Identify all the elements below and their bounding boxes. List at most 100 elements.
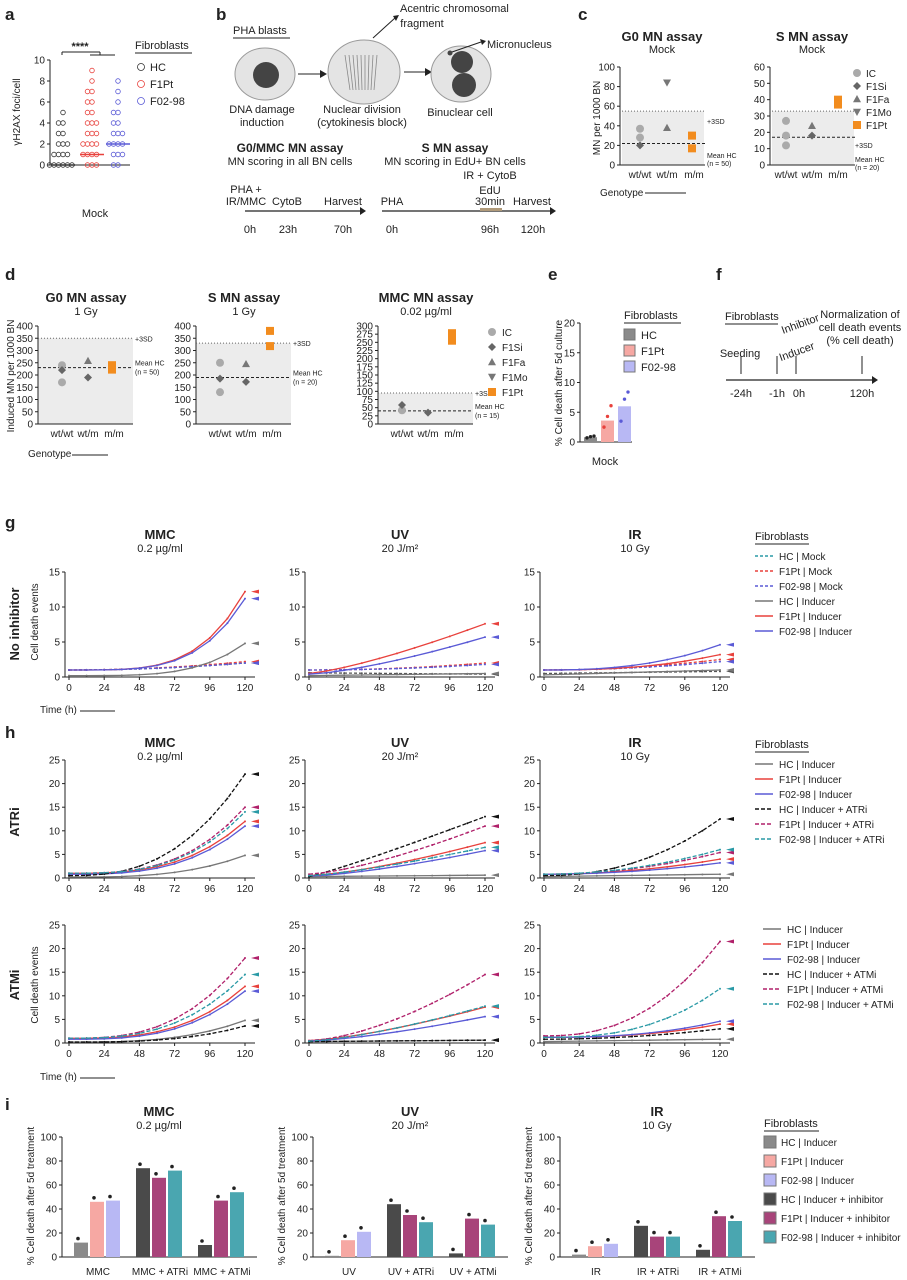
nucleus-icon [451,51,473,73]
data-point [103,1036,106,1039]
end-arrow-icon [251,989,259,994]
data-point [648,874,651,877]
y-tick-label: 40 [46,1205,58,1216]
data-point [68,874,70,877]
data-point [595,871,598,874]
data-point-F1Pt [93,120,100,126]
data-point [244,1019,246,1022]
data-point [138,667,141,670]
data-point [719,670,721,673]
data-point [701,860,704,863]
data-point [308,874,310,877]
end-arrow-icon [251,589,259,594]
sd-label: +3SD [707,119,725,126]
data-point [244,1025,246,1028]
data-point [701,855,704,858]
data-point [613,871,616,874]
data-point [378,657,381,660]
series-line [543,851,721,875]
chart-subtitle: 1 Gy [232,306,256,318]
reference-range [378,392,473,424]
data-point [595,1039,598,1042]
data-point [631,1039,633,1042]
legend-label: F1Pt | Inducer [781,1157,844,1168]
data-point [173,862,176,865]
data-point [663,123,671,131]
data-point [191,849,194,852]
data-point [156,667,158,670]
data-point [138,1040,141,1043]
x-axis-label: Mock [592,456,619,468]
data-point [208,838,211,841]
data-point [595,1034,598,1037]
data-point [578,1032,581,1035]
data-point [688,131,696,140]
data-point [396,874,398,877]
arrow-head-icon [360,207,366,215]
data-point [92,1196,96,1200]
data-point [396,863,398,866]
end-arrow-icon [491,873,499,878]
data-point [448,1039,451,1042]
data-point [378,853,381,856]
y-tick-label: 0 [51,1253,57,1264]
data-point [578,668,581,671]
data-point [84,356,92,364]
data-point [173,659,176,662]
end-arrow-icon [491,972,499,977]
data-point [613,671,616,674]
edu-label: 30min [475,196,505,208]
y-tick-label: 20 [524,944,536,955]
data-point [378,1040,381,1043]
data-point [701,999,704,1002]
data-point [327,1250,331,1254]
x-axis-label: Genotype [600,188,644,199]
data-point [701,660,704,663]
chart-title: UV [391,527,409,542]
data-point [719,1023,721,1026]
x-tick-label: 72 [644,884,656,895]
data-point [325,670,328,673]
legend-marker [488,328,496,336]
data-point [683,669,686,672]
y-tick-label: 40 [754,95,766,106]
y-tick-label: 5 [54,1015,60,1026]
bar-f1pt-inducer-inhibitor [403,1215,417,1257]
mean-n-label: (n = 20) [293,379,317,386]
data-point [378,662,381,665]
chart-title: UV [401,1104,419,1119]
data-point [156,864,158,867]
series-line [68,660,246,671]
data-point [226,834,229,837]
bar-f02-98-inducer [106,1200,120,1257]
chart-subtitle: Mock [799,44,826,56]
data-point [389,1198,393,1202]
data-point [173,1022,176,1025]
reference-range [196,343,291,424]
y-tick-label: 20 [49,779,61,790]
data-point [343,868,346,871]
y-tick-label: 0 [367,420,373,431]
row-label: ATMi [7,970,22,1001]
end-arrow-icon [726,850,734,855]
data-point [424,408,432,417]
data-point-F02-98 [110,151,117,158]
bar-f02-98-inducer-inhibitor [419,1222,433,1257]
data-point [466,641,469,644]
y-tick-label: 300 [16,346,33,357]
data-point [701,829,704,832]
y-tick-label: 60 [46,1181,58,1192]
y-tick-label: 0 [609,161,615,172]
spindle-line [344,54,351,91]
legend-label: HC | Inducer + ATRi [779,805,867,816]
data-point [396,659,398,662]
y-tick-label: 2 [39,140,45,151]
bar-f1pt-inducer-inhibitor [214,1200,228,1257]
bar-f02-98-inducer-inhibitor [168,1170,182,1257]
x-tick-label: 48 [374,683,386,694]
time-label: 0h [244,224,256,236]
data-point [156,664,158,667]
time-label: -1h [769,388,785,400]
data-point [466,629,469,632]
